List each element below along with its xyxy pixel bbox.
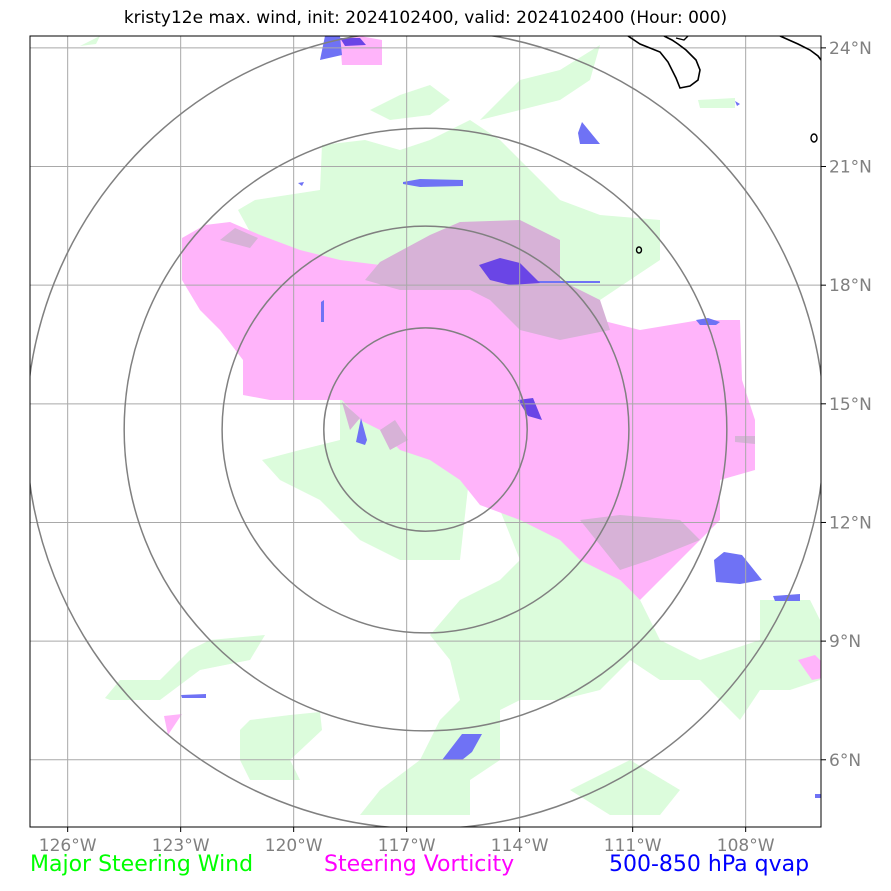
qvap-area	[181, 694, 206, 698]
graticule	[30, 36, 821, 827]
longitude-tick-label: 123°W	[152, 836, 210, 856]
latitude-tick-label: 15°N	[829, 395, 872, 415]
qvap-area	[714, 552, 762, 584]
longitude-tick-label: 120°W	[265, 836, 323, 856]
island-outline	[810, 133, 818, 143]
steering-wind-area	[570, 760, 680, 815]
qvap-area	[298, 182, 304, 186]
latitude-tick-label: 9°N	[829, 632, 861, 652]
qvap-area	[696, 318, 720, 325]
steering-vorticity-area	[798, 655, 821, 680]
qvap-area	[773, 594, 800, 601]
latitude-tick-label: 21°N	[829, 158, 872, 178]
wind-vorticity-overlap-area	[380, 420, 408, 450]
legend-qvap: 500-850 hPa qvap	[609, 852, 810, 877]
range-ring	[323, 327, 528, 532]
qvap-area	[442, 734, 482, 760]
steering-wind-area	[698, 98, 735, 108]
qvap-area	[356, 418, 367, 445]
range-ring	[123, 127, 728, 732]
overlap-layer	[220, 220, 755, 570]
map-title: kristy12e max. wind, init: 2024102400, v…	[123, 8, 728, 28]
island-outline	[635, 246, 643, 254]
qvap-layer	[181, 36, 821, 798]
longitude-tick-label: 117°W	[378, 836, 436, 856]
qvap-area-strong	[340, 38, 366, 46]
coastline-island	[675, 36, 689, 41]
coastline-mainland	[779, 36, 821, 61]
steering-wind-area	[105, 635, 265, 700]
wind-vorticity-overlap-area	[580, 515, 700, 570]
latitude-tick-label: 6°N	[829, 751, 861, 771]
qvap-area	[403, 179, 463, 187]
qvap-area	[578, 122, 600, 144]
steering-wind-area	[370, 85, 450, 120]
legend-steering-vorticity: Steering Vorticity	[324, 852, 515, 877]
latitude-tick-label: 18°N	[829, 276, 872, 296]
map-frame	[29, 35, 822, 828]
range-ring	[221, 225, 630, 634]
wind-vorticity-overlap-area	[220, 228, 258, 248]
qvap-area	[815, 794, 821, 798]
longitude-tick-label: 108°W	[717, 836, 775, 856]
qvap-area	[321, 300, 324, 322]
range-rings	[30, 36, 821, 827]
coastline	[627, 36, 821, 254]
longitude-tick-label: 111°W	[604, 836, 662, 856]
steering-wind-area	[80, 36, 100, 46]
latitude-tick-label: 12°N	[829, 513, 872, 533]
wind-vorticity-overlap-area	[342, 402, 360, 430]
coastline-baja	[627, 36, 701, 89]
steering-vorticity-layer	[164, 36, 821, 735]
latitude-ticks: 24°N 21°N 18°N 15°N 12°N 9°N 6°N	[821, 39, 872, 771]
latitude-tick-label: 24°N	[829, 39, 872, 59]
steering-vorticity-area	[164, 714, 182, 735]
longitude-tick-label: 126°W	[39, 836, 97, 856]
wind-vorticity-overlap-area	[365, 220, 610, 340]
qvap-area	[735, 101, 740, 106]
steering-vorticity-area	[182, 222, 755, 600]
legend-steering-wind: Major Steering Wind	[30, 852, 254, 877]
steering-wind-area	[480, 45, 600, 120]
qvap-area-strong	[479, 258, 540, 285]
steering-wind-area	[240, 712, 322, 780]
longitude-ticks: 126°W 123°W 120°W 117°W 114°W 111°W 108°W	[39, 827, 775, 856]
longitude-tick-label: 114°W	[491, 836, 549, 856]
wind-vorticity-overlap-area	[735, 436, 755, 444]
